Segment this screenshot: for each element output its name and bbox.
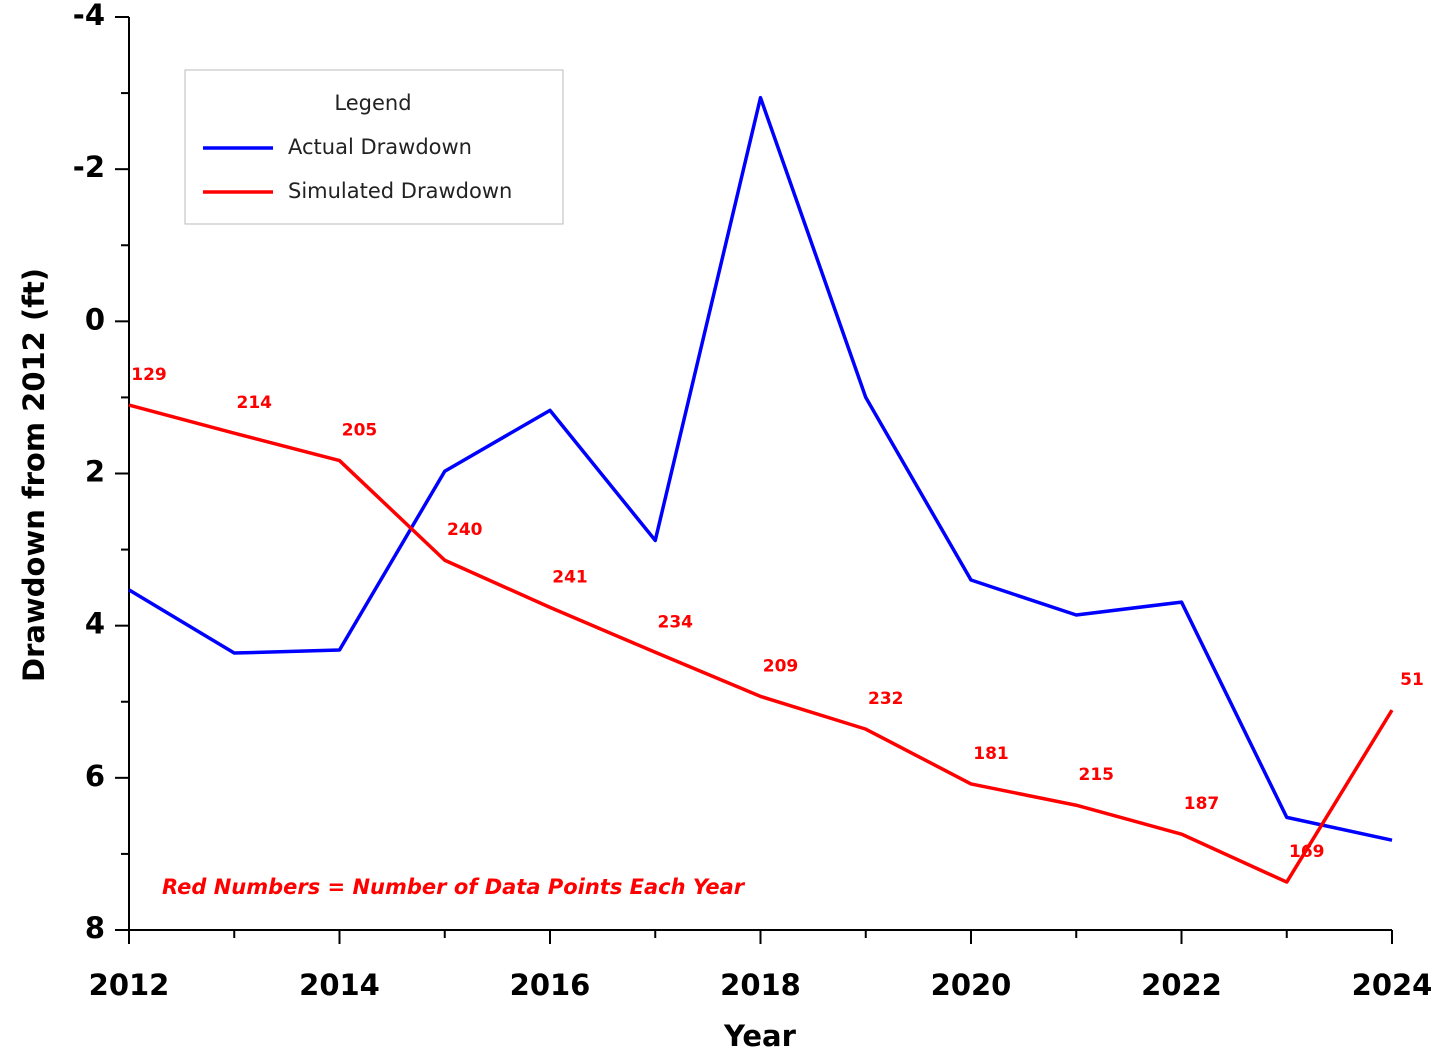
legend-label: Simulated Drawdown [288, 179, 512, 203]
series-line [128, 95, 1393, 842]
series-line [128, 403, 1394, 884]
data-count-label: 187 [1184, 794, 1220, 814]
y-tick-label: -2 [73, 150, 105, 184]
data-count-label: 234 [658, 612, 694, 632]
data-count-label: 129 [131, 365, 167, 385]
y-tick-label: 0 [85, 302, 105, 336]
legend-title: Legend [334, 91, 411, 115]
data-count-label: 209 [763, 656, 799, 676]
data-count-label: 169 [1289, 842, 1325, 862]
x-tick-label: 2024 [1352, 968, 1433, 1002]
data-count-label: 51 [1400, 670, 1424, 690]
data-count-label: 215 [1079, 765, 1115, 785]
y-tick-label: 8 [85, 911, 105, 945]
y-tick-label: 4 [85, 607, 105, 641]
x-tick-label: 2016 [510, 968, 591, 1002]
data-count-label: 181 [973, 744, 1009, 764]
y-tick-label: 2 [85, 455, 105, 489]
x-tick-label: 2020 [931, 968, 1012, 1002]
annotation: Red Numbers = Number of Data Points Each… [162, 875, 746, 899]
y-axis-label: Drawdown from 2012 (ft) [17, 268, 51, 682]
x-tick-label: 2018 [720, 968, 801, 1002]
x-tick-label: 2014 [299, 968, 380, 1002]
x-tick-label: 2022 [1141, 968, 1222, 1002]
legend-label: Actual Drawdown [288, 135, 472, 159]
data-count-label: 205 [342, 421, 378, 441]
x-axis-label: Year [723, 1019, 797, 1053]
data-count-label: 240 [447, 520, 483, 540]
x-tick-label: 2012 [89, 968, 170, 1002]
data-count-label: 214 [237, 393, 273, 413]
y-tick-label: 6 [85, 759, 105, 793]
data-count-label: 232 [868, 689, 904, 709]
data-count-label: 241 [552, 567, 588, 587]
y-tick-label: -4 [73, 0, 105, 32]
